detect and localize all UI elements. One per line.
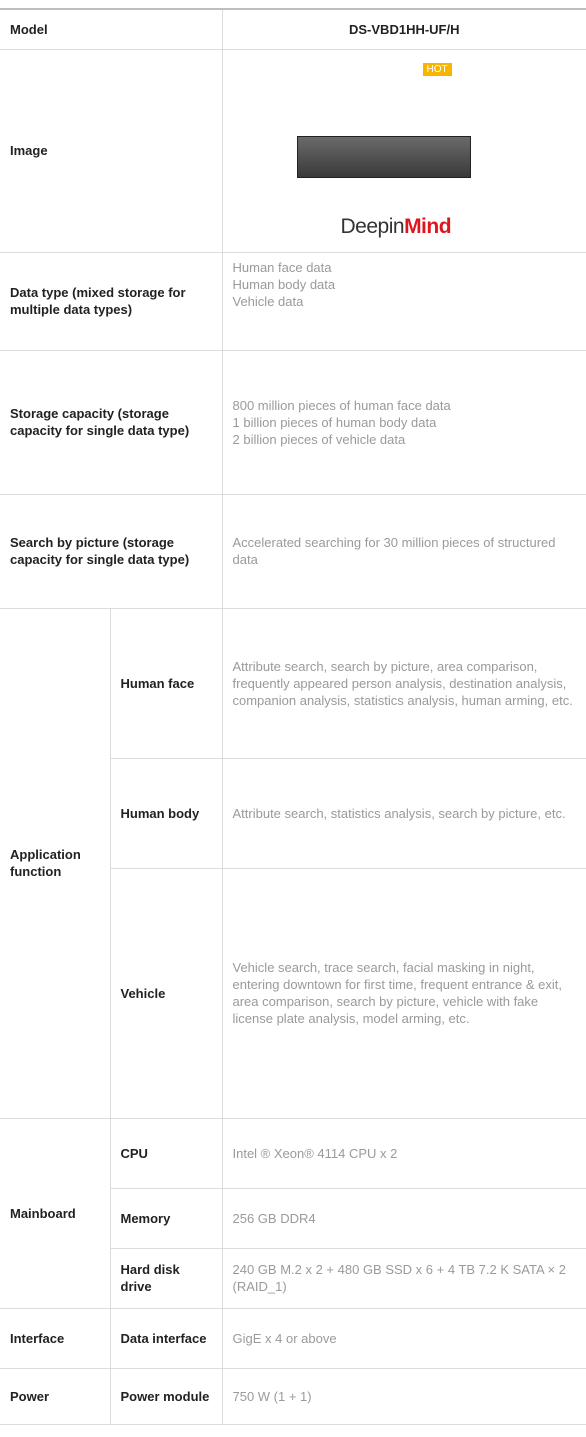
logo: DeepinMind — [340, 214, 452, 238]
label: Image — [0, 48, 223, 253]
label: Vehicle — [110, 867, 223, 1119]
value: GigE x 4 or above — [221, 1307, 586, 1369]
label: Memory — [110, 1187, 223, 1249]
group-label: Mainboard — [0, 1117, 111, 1309]
line: Vehicle data — [232, 293, 304, 309]
row: Power Power module 750 W (1 + 1) — [0, 1367, 586, 1425]
label: Data interface — [109, 1307, 223, 1369]
value: 240 GB M.2 x 2 + 480 GB SSD x 6 + 4 TB 7… — [221, 1247, 586, 1309]
value: Vehicle search, trace search, facial mas… — [221, 867, 586, 1119]
line: 1 billion pieces of human body data — [232, 414, 437, 430]
value: Attribute search, statistics analysis, s… — [221, 757, 586, 869]
row: Memory 256 GB DDR4 — [0, 1187, 586, 1249]
row: Vehicle Vehicle search, trace search, fa… — [0, 867, 586, 1119]
value: 256 GB DDR4 — [221, 1187, 586, 1249]
label: Data type (mixed storage for multiple da… — [0, 251, 223, 351]
page: Model DS-VBD1HH-UF/H Image HOT DeepinMin… — [0, 8, 586, 1437]
label: Storage capacity (storage capacity for s… — [0, 349, 223, 495]
image-cell: HOT DeepinMind — [221, 48, 586, 253]
line: 2 billion pieces of vehicle data — [232, 431, 406, 447]
group-label: Interface — [0, 1307, 111, 1369]
line: Human body data — [232, 276, 336, 292]
group-label: Power — [0, 1367, 111, 1425]
row: Image HOT DeepinMind — [0, 48, 586, 253]
row: Model DS-VBD1HH-UF/H — [0, 8, 586, 50]
logo-part: Deepin — [340, 214, 405, 238]
row: Data type (mixed storage for multiple da… — [0, 251, 586, 351]
row: Search by picture (storage capacity for … — [0, 493, 586, 609]
line: Human face data — [232, 259, 332, 275]
value: Human face data Human body data Vehicle … — [221, 251, 586, 351]
badge: HOT — [422, 62, 452, 76]
line: 800 million pieces of human face data — [232, 397, 451, 413]
label: Human body — [110, 757, 223, 869]
label: Search by picture (storage capacity for … — [0, 493, 223, 609]
logo-part: Mind — [404, 214, 452, 238]
label: Model — [0, 8, 223, 50]
label: Human face — [109, 607, 223, 759]
value: Intel ® Xeon® 4114 CPU x 2 — [221, 1117, 586, 1189]
label: Power module — [109, 1367, 223, 1425]
row: Interface Data interface GigE x 4 or abo… — [0, 1307, 586, 1369]
group-label: Application function — [0, 607, 111, 1119]
row: Mainboard CPU Intel ® Xeon® 4114 CPU x 2 — [0, 1117, 586, 1309]
value: 800 million pieces of human face data 1 … — [221, 349, 586, 495]
label: CPU — [109, 1117, 223, 1189]
row: Application function Human face Attribut… — [0, 607, 586, 1119]
label: Hard disk drive — [110, 1247, 223, 1309]
value: Attribute search, search by picture, are… — [221, 607, 586, 759]
value: 750 W (1 + 1) — [221, 1367, 586, 1425]
model: DS-VBD1HH-UF/H — [221, 8, 586, 50]
row: Storage capacity (storage capacity for s… — [0, 349, 586, 495]
value: Accelerated searching for 30 million pie… — [221, 493, 586, 609]
row: Human body Attribute search, statistics … — [0, 757, 586, 869]
spec-table: Model DS-VBD1HH-UF/H Image HOT DeepinMin… — [0, 8, 586, 1425]
product-image — [296, 135, 471, 178]
